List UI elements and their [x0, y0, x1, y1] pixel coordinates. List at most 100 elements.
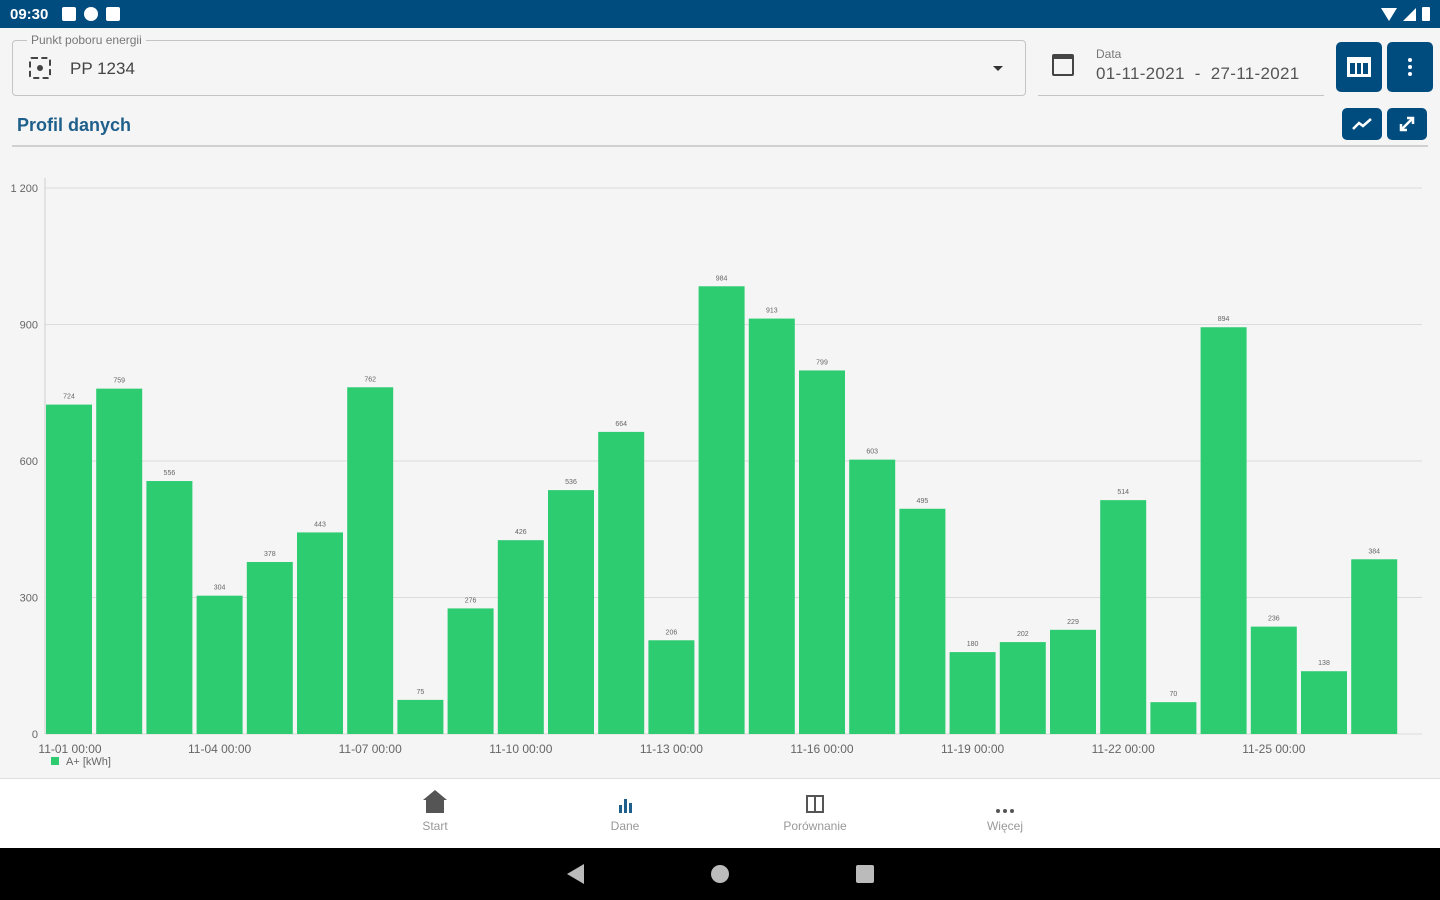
nav-porownanie[interactable]: Porównanie: [755, 791, 875, 833]
status-time: 09:30: [10, 5, 49, 23]
bar: [146, 481, 193, 734]
x-tick-label: 11-07 00:00: [339, 742, 402, 756]
date-range-value: 01-11-2021 - 27-11-2021: [1096, 64, 1299, 84]
x-tick-label: 11-19 00:00: [941, 742, 1004, 756]
status-bar: 09:30: [0, 0, 1440, 28]
bar-value-label: 70: [1170, 691, 1178, 698]
bar-value-label: 202: [1017, 631, 1029, 638]
bar-value-label: 378: [264, 551, 276, 558]
bar: [598, 431, 645, 734]
date-separator: -: [1194, 64, 1201, 83]
bar-value-label: 514: [1117, 489, 1129, 496]
date-range-field[interactable]: Data 01-11-2021 - 27-11-2021: [1038, 40, 1324, 96]
system-navigation-bar: [0, 848, 1440, 900]
bar-value-label: 603: [866, 449, 878, 456]
x-tick-label: 11-16 00:00: [790, 742, 853, 756]
bar: [748, 318, 795, 734]
bar-value-label: 229: [1067, 619, 1079, 626]
bar-value-label: 799: [816, 359, 828, 366]
section-divider: [12, 145, 1428, 147]
bar-value-label: 206: [666, 629, 678, 636]
bar: [799, 370, 845, 734]
nav-start[interactable]: Start: [375, 790, 495, 833]
bar-value-label: 984: [716, 275, 728, 282]
metering-point-select[interactable]: Punkt poboru energii PP 1234: [12, 33, 1026, 96]
bar: [1250, 626, 1297, 734]
bar-value-label: 304: [214, 585, 226, 592]
bar-value-label: 276: [465, 597, 477, 604]
vertical-dots-icon: [1408, 58, 1412, 76]
more-options-button[interactable]: [1387, 42, 1433, 92]
bar: [497, 540, 544, 734]
y-tick-label: 900: [20, 320, 38, 332]
trend-icon: [1352, 118, 1372, 130]
back-icon[interactable]: [567, 864, 584, 884]
bar: [899, 508, 946, 734]
x-tick-label: 11-22 00:00: [1092, 742, 1155, 756]
recent-apps-icon[interactable]: [856, 865, 874, 883]
expand-icon: [1399, 116, 1415, 132]
table-icon: [1347, 57, 1371, 77]
fullscreen-button[interactable]: [1387, 108, 1427, 140]
bar: [999, 642, 1046, 734]
bar: [196, 595, 243, 734]
x-tick-label: 11-01 00:00: [38, 742, 101, 756]
compare-icon: [806, 795, 824, 813]
more-icon: [996, 809, 1014, 813]
bar-value-label: 762: [364, 376, 376, 383]
y-tick-label: 300: [20, 593, 38, 605]
nav-wiecej[interactable]: Więcej: [945, 791, 1065, 833]
section-title: Profil danych: [17, 115, 132, 135]
chevron-down-icon: [993, 66, 1003, 71]
date-to: 27-11-2021: [1210, 64, 1300, 83]
sd-card-icon: [106, 7, 121, 21]
nav-dane[interactable]: Dane: [565, 791, 685, 833]
home-circle-icon[interactable]: [711, 865, 729, 883]
legend-label: A+ [kWh]: [66, 756, 111, 768]
app-notification-icon: [84, 7, 99, 21]
bar-value-label: 236: [1268, 616, 1280, 623]
bar: [698, 286, 745, 734]
bar: [1351, 559, 1398, 734]
bar: [347, 387, 394, 734]
home-icon: [423, 790, 447, 813]
bar: [447, 608, 494, 734]
bar-value-label: 384: [1368, 548, 1380, 555]
x-tick-label: 11-10 00:00: [489, 742, 552, 756]
table-view-button[interactable]: [1336, 42, 1382, 92]
date-from: 01-11-2021: [1096, 64, 1185, 83]
bar: [297, 532, 343, 734]
nav-dane-label: Dane: [610, 819, 640, 833]
bar: [949, 652, 996, 734]
nav-wiecej-label: Więcej: [986, 819, 1023, 833]
bar-value-label: 75: [417, 689, 425, 696]
bar-value-label: 894: [1218, 316, 1230, 323]
bar-value-label: 138: [1318, 660, 1330, 667]
bar-chart: 0 300 600 900 1 200 724 759 556 304 378 443 762 75 27…: [10, 178, 1422, 768]
bar-value-label: 913: [766, 308, 778, 315]
bar-value-label: 664: [615, 421, 627, 428]
energy-chart[interactable]: 0 300 600 900 1 200 724 759 556 304 378 443 762 75 27…: [0, 150, 1440, 772]
bar-value-label: 443: [314, 521, 326, 528]
bar: [648, 640, 695, 734]
line-chart-button[interactable]: [1342, 108, 1382, 140]
bar: [849, 459, 896, 734]
bar: [1200, 327, 1247, 734]
bar: [1100, 500, 1147, 734]
bar-value-label: 556: [164, 470, 176, 477]
bar-value-label: 495: [917, 498, 929, 505]
bar-value-label: 759: [113, 378, 125, 385]
bar-value-label: 426: [515, 529, 527, 536]
y-tick-label: 1 200: [10, 183, 38, 195]
notification-icon: [62, 7, 77, 21]
bar: [96, 388, 143, 734]
bar: [548, 490, 594, 734]
wifi-icon: [1381, 7, 1397, 21]
nav-start-label: Start: [422, 819, 448, 833]
metering-point-value: PP 1234: [70, 59, 135, 78]
x-tick-label: 11-25 00:00: [1242, 742, 1305, 756]
x-tick-label: 11-04 00:00: [188, 742, 251, 756]
calendar-icon: [1052, 54, 1074, 76]
date-label: Data: [1096, 47, 1122, 61]
legend-swatch: [51, 757, 59, 765]
